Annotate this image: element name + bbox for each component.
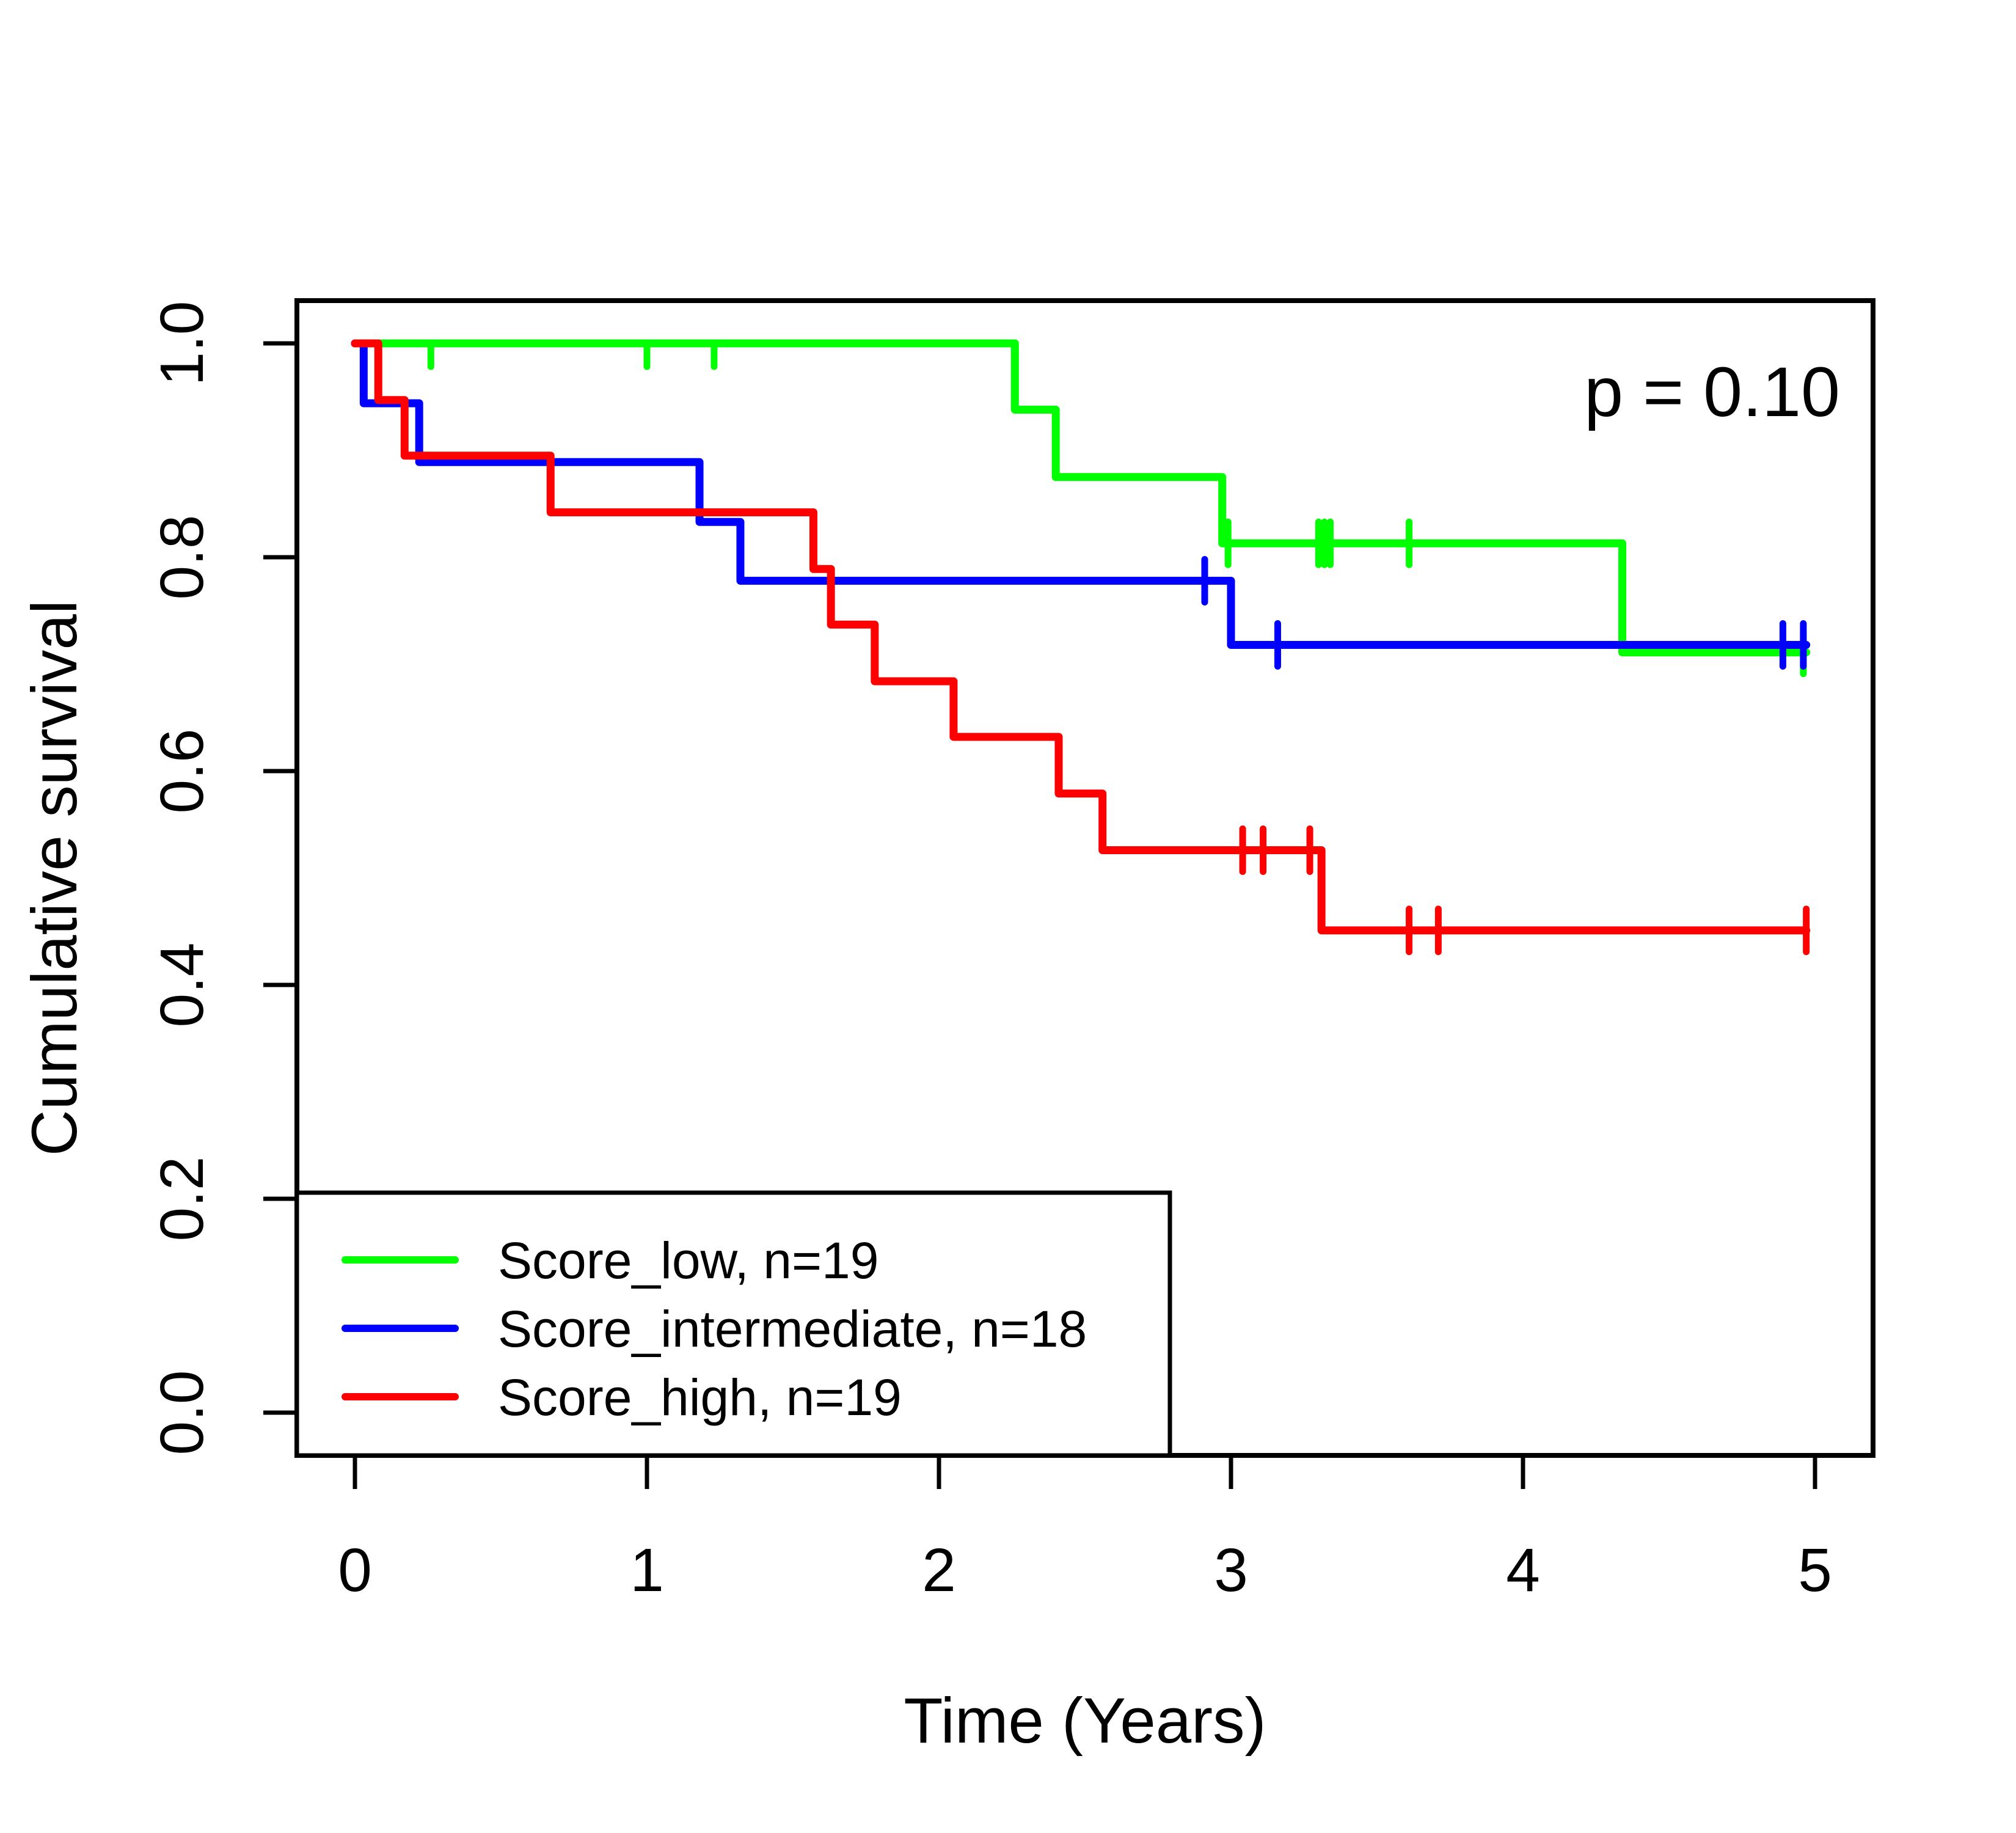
x-axis: 0 1 2 3 4 5 [338,1455,1832,1604]
y-axis-title: Cumulative survival [19,600,90,1156]
x-tick-label: 0 [338,1536,372,1604]
score-high-curve [351,339,1811,935]
y-tick-label: 1.0 [148,301,216,386]
legend-entry-label: Score_intermediate, n=18 [498,1300,1087,1358]
p-value-annotation: p = 0.10 [1584,353,1840,431]
x-tick-label: 2 [922,1536,956,1604]
survival-curves [351,339,1811,956]
score-intermediate-curve [351,339,1811,649]
y-tick-label: 0.8 [148,514,216,599]
legend-entry-label: Score_high, n=19 [498,1369,902,1426]
y-tick-label: 0.2 [148,1156,216,1241]
y-tick-label: 0.6 [148,728,216,813]
y-tick-label: 0.4 [148,942,216,1027]
x-axis-title: Time (Years) [904,1685,1266,1757]
legend-box [294,1190,1172,1458]
legend: Score_low, n=19 Score_intermediate, n=18 S… [294,1190,1172,1458]
y-axis: 0.0 0.2 0.4 0.6 0.8 1.0 [148,301,297,1455]
x-tick-label: 4 [1506,1536,1540,1604]
score-low-curve [351,339,1811,657]
x-tick-label: 3 [1214,1536,1248,1604]
y-tick-label: 0.0 [148,1370,216,1455]
legend-entry-label: Score_low, n=19 [498,1232,878,1289]
x-tick-label: 1 [630,1536,664,1604]
x-tick-label: 5 [1798,1536,1832,1604]
